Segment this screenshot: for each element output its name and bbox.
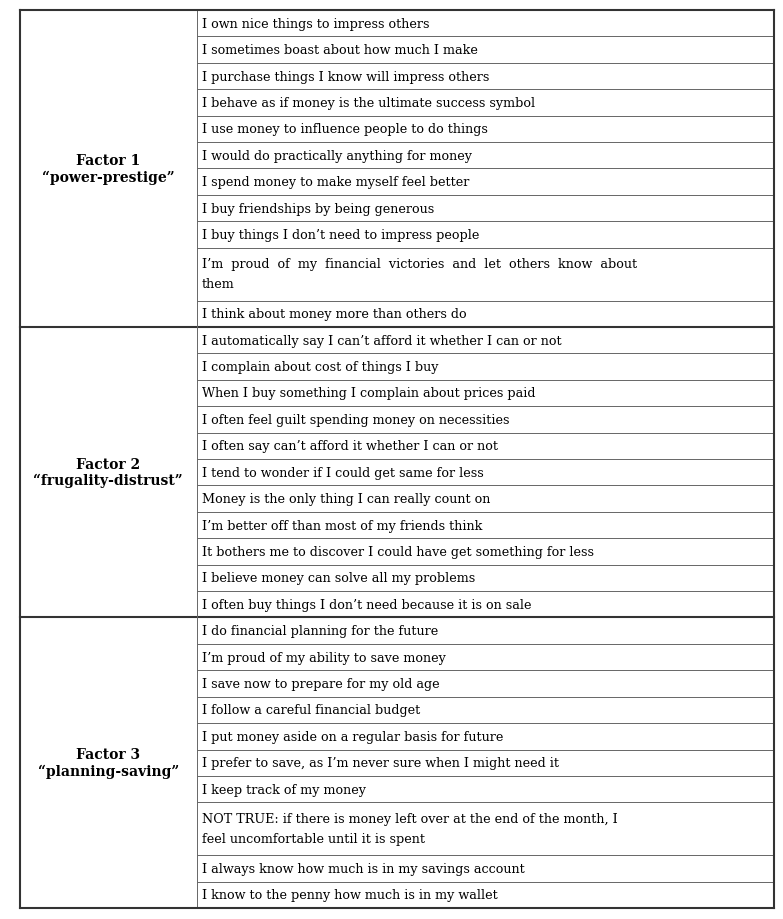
Text: I often feel guilt spending money on necessities: I often feel guilt spending money on nec… (202, 414, 509, 426)
Text: I save now to prepare for my old age: I save now to prepare for my old age (202, 677, 439, 690)
Text: Factor 1
“power-prestige”: Factor 1 “power-prestige” (41, 154, 175, 185)
Text: Factor 3
“planning-saving”: Factor 3 “planning-saving” (38, 748, 179, 778)
Text: them: them (202, 278, 235, 290)
Text: I always know how much is in my savings account: I always know how much is in my savings … (202, 862, 525, 875)
Text: I buy friendships by being generous: I buy friendships by being generous (202, 202, 434, 215)
Text: Factor 2
“frugality-distrust”: Factor 2 “frugality-distrust” (34, 458, 183, 488)
Text: I follow a careful financial budget: I follow a careful financial budget (202, 704, 420, 717)
Text: I’m proud of my ability to save money: I’m proud of my ability to save money (202, 651, 446, 664)
Text: When I buy something I complain about prices paid: When I buy something I complain about pr… (202, 387, 536, 400)
Text: I’m  proud  of  my  financial  victories  and  let  others  know  about: I’m proud of my financial victories and … (202, 258, 637, 271)
Text: I tend to wonder if I could get same for less: I tend to wonder if I could get same for… (202, 466, 484, 479)
Text: I purchase things I know will impress others: I purchase things I know will impress ot… (202, 71, 489, 84)
Text: I own nice things to impress others: I own nice things to impress others (202, 17, 429, 30)
Text: I believe money can solve all my problems: I believe money can solve all my problem… (202, 572, 475, 584)
Text: I automatically say I can’t afford it whether I can or not: I automatically say I can’t afford it wh… (202, 335, 561, 347)
Text: I would do practically anything for money: I would do practically anything for mone… (202, 150, 472, 163)
Text: I buy things I don’t need to impress people: I buy things I don’t need to impress peo… (202, 229, 479, 242)
Text: I know to the penny how much is in my wallet: I know to the penny how much is in my wa… (202, 889, 497, 902)
Text: I complain about cost of things I buy: I complain about cost of things I buy (202, 360, 438, 374)
Text: I think about money more than others do: I think about money more than others do (202, 308, 467, 321)
Text: I sometimes boast about how much I make: I sometimes boast about how much I make (202, 44, 478, 57)
Text: I spend money to make myself feel better: I spend money to make myself feel better (202, 176, 469, 189)
Text: I’m better off than most of my friends think: I’m better off than most of my friends t… (202, 519, 482, 532)
Text: feel uncomfortable until it is spent: feel uncomfortable until it is spent (202, 832, 424, 845)
Text: I put money aside on a regular basis for future: I put money aside on a regular basis for… (202, 730, 503, 743)
Text: I use money to influence people to do things: I use money to influence people to do th… (202, 123, 488, 136)
Text: I do financial planning for the future: I do financial planning for the future (202, 625, 438, 638)
Text: Money is the only thing I can really count on: Money is the only thing I can really cou… (202, 493, 490, 505)
Text: I often buy things I don’t need because it is on sale: I often buy things I don’t need because … (202, 598, 532, 611)
Text: I keep track of my money: I keep track of my money (202, 783, 366, 796)
Text: I prefer to save, as I’m never sure when I might need it: I prefer to save, as I’m never sure when… (202, 756, 559, 769)
Text: NOT TRUE: if there is money left over at the end of the month, I: NOT TRUE: if there is money left over at… (202, 811, 618, 824)
Text: It bothers me to discover I could have get something for less: It bothers me to discover I could have g… (202, 545, 594, 559)
Text: I often say can’t afford it whether I can or not: I often say can’t afford it whether I ca… (202, 440, 498, 453)
Text: I behave as if money is the ultimate success symbol: I behave as if money is the ultimate suc… (202, 96, 535, 110)
